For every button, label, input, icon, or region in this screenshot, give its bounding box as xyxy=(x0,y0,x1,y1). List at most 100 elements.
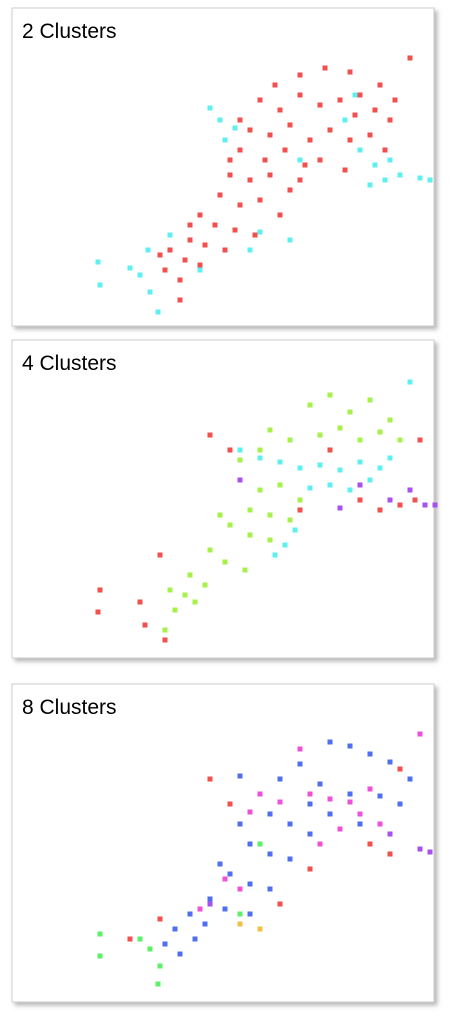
panel xyxy=(11,339,435,659)
point xyxy=(397,766,403,772)
point xyxy=(252,232,258,238)
point xyxy=(227,522,233,528)
point xyxy=(282,147,288,153)
point xyxy=(307,485,313,491)
point xyxy=(307,402,313,408)
point xyxy=(387,417,393,423)
point xyxy=(267,811,273,817)
point xyxy=(277,107,283,113)
point xyxy=(227,801,233,807)
point xyxy=(337,826,343,832)
point xyxy=(232,227,238,233)
point xyxy=(327,739,333,745)
point xyxy=(247,841,253,847)
point xyxy=(237,886,243,892)
point xyxy=(192,936,198,942)
point xyxy=(347,743,353,749)
point xyxy=(297,177,303,183)
point xyxy=(327,796,333,802)
point xyxy=(367,751,373,757)
point xyxy=(237,117,243,123)
point xyxy=(167,232,173,238)
point xyxy=(257,197,263,203)
point xyxy=(162,637,168,643)
point xyxy=(287,517,293,523)
point xyxy=(357,497,363,503)
point xyxy=(97,282,103,288)
point xyxy=(317,102,323,108)
point xyxy=(297,72,303,78)
point xyxy=(297,497,303,503)
point xyxy=(155,309,161,315)
point xyxy=(162,627,168,633)
point xyxy=(137,599,143,605)
point xyxy=(247,809,253,815)
point xyxy=(167,587,173,593)
point xyxy=(367,132,373,138)
point xyxy=(387,455,393,461)
point xyxy=(317,841,323,847)
point xyxy=(382,147,388,153)
point xyxy=(97,587,103,593)
point xyxy=(237,911,243,917)
point xyxy=(237,202,243,208)
point xyxy=(172,926,178,932)
point xyxy=(157,916,163,922)
point xyxy=(197,906,203,912)
chart-title: 8 Clusters xyxy=(22,696,117,719)
point xyxy=(417,437,423,443)
point xyxy=(357,811,363,817)
point xyxy=(327,127,333,133)
point xyxy=(222,906,228,912)
point xyxy=(97,953,103,959)
point xyxy=(352,112,358,118)
chart-title: 2 Clusters xyxy=(22,20,117,43)
point xyxy=(267,851,273,857)
point xyxy=(202,921,208,927)
point xyxy=(267,512,273,518)
point xyxy=(272,552,278,558)
point xyxy=(307,831,313,837)
point xyxy=(417,175,423,181)
point xyxy=(227,447,233,453)
point xyxy=(217,861,223,867)
point xyxy=(277,212,283,218)
point xyxy=(287,122,293,128)
point xyxy=(217,512,223,518)
point xyxy=(137,936,143,942)
point xyxy=(222,137,228,143)
point xyxy=(222,247,228,253)
point xyxy=(267,886,273,892)
point xyxy=(367,182,373,188)
point xyxy=(197,267,203,273)
point xyxy=(347,137,353,143)
point xyxy=(342,167,348,173)
point xyxy=(217,192,223,198)
point xyxy=(237,147,243,153)
point xyxy=(257,229,263,235)
point xyxy=(377,465,383,471)
point xyxy=(377,793,383,799)
point xyxy=(327,392,333,398)
point xyxy=(357,437,363,443)
point xyxy=(302,162,308,168)
point xyxy=(262,157,268,163)
point xyxy=(322,65,328,71)
point xyxy=(327,811,333,817)
point xyxy=(247,247,253,253)
point xyxy=(247,911,253,917)
point xyxy=(297,92,303,98)
point xyxy=(297,157,303,163)
point xyxy=(347,69,353,75)
point xyxy=(387,759,393,765)
panel xyxy=(11,683,435,1003)
point xyxy=(177,277,183,283)
point xyxy=(247,177,253,183)
point xyxy=(257,487,263,493)
point xyxy=(357,92,363,98)
point xyxy=(317,432,323,438)
point xyxy=(367,477,373,483)
point xyxy=(272,82,278,88)
point xyxy=(162,267,168,273)
